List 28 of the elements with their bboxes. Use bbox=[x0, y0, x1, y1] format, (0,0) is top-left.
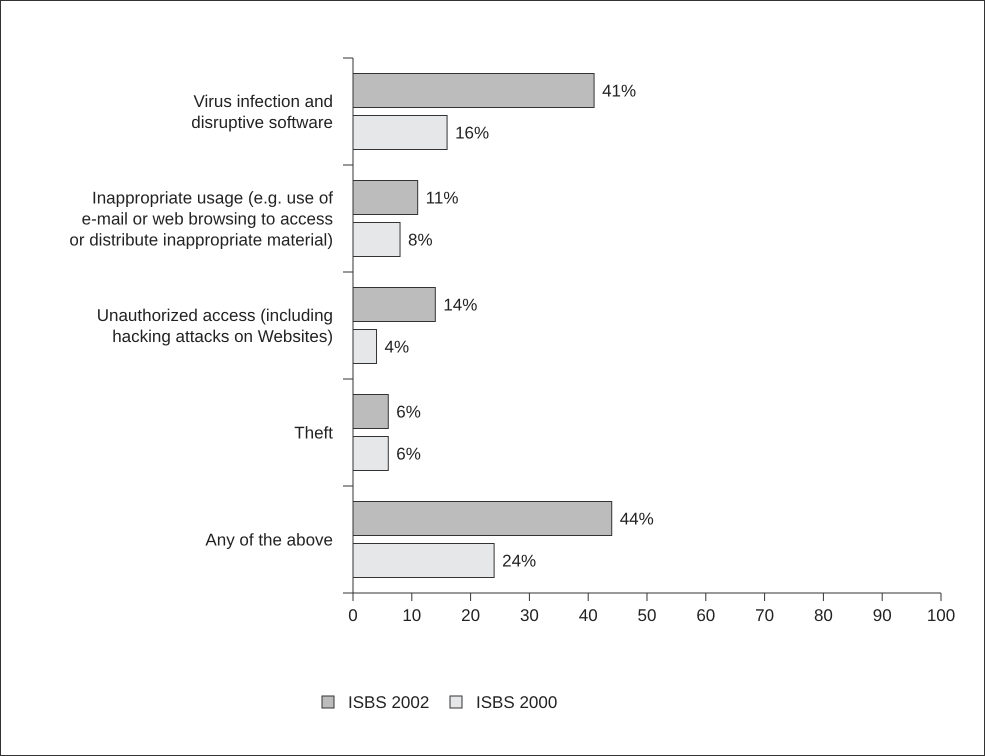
y-tick-label: Unauthorized access (including hacking attacks on Websites) bbox=[96, 306, 333, 346]
x-tick-label: 60 bbox=[696, 606, 716, 625]
data-label: 41% bbox=[602, 81, 636, 100]
x-tick-label: 20 bbox=[461, 606, 480, 625]
data-label: 14% bbox=[443, 295, 478, 314]
data-label: 6% bbox=[396, 444, 421, 464]
x-tick-label: 40 bbox=[578, 606, 598, 625]
x-tick-label: 10 bbox=[402, 606, 422, 625]
data-label: 6% bbox=[396, 402, 421, 422]
y-tick-label: Theft bbox=[294, 423, 334, 442]
data-label: 44% bbox=[620, 509, 654, 528]
data-label: 11% bbox=[426, 188, 458, 208]
x-tick-label: 0 bbox=[348, 606, 358, 625]
x-tick-label: 100 bbox=[926, 606, 956, 625]
legend-label: ISBS 2000 bbox=[476, 692, 558, 712]
x-tick-label: 80 bbox=[814, 606, 833, 625]
data-label: 8% bbox=[408, 230, 433, 250]
y-tick-label: Virus infection and disruptive software bbox=[191, 92, 333, 132]
x-tick-label: 30 bbox=[520, 606, 539, 625]
x-tick-label: 70 bbox=[755, 606, 774, 625]
legend-label: ISBS 2002 bbox=[348, 692, 430, 712]
x-tick-label: 90 bbox=[872, 606, 892, 625]
data-label: 16% bbox=[455, 123, 490, 142]
y-tick-label: Inappropriate usage (e.g. use of e-mail or web browsing to access or distribute inappropriate material) bbox=[69, 188, 334, 250]
x-tick-label: 50 bbox=[638, 606, 656, 625]
data-label: 4% bbox=[384, 337, 410, 356]
data-label: 24% bbox=[502, 551, 536, 570]
y-tick-label: Any of the above bbox=[205, 530, 333, 550]
